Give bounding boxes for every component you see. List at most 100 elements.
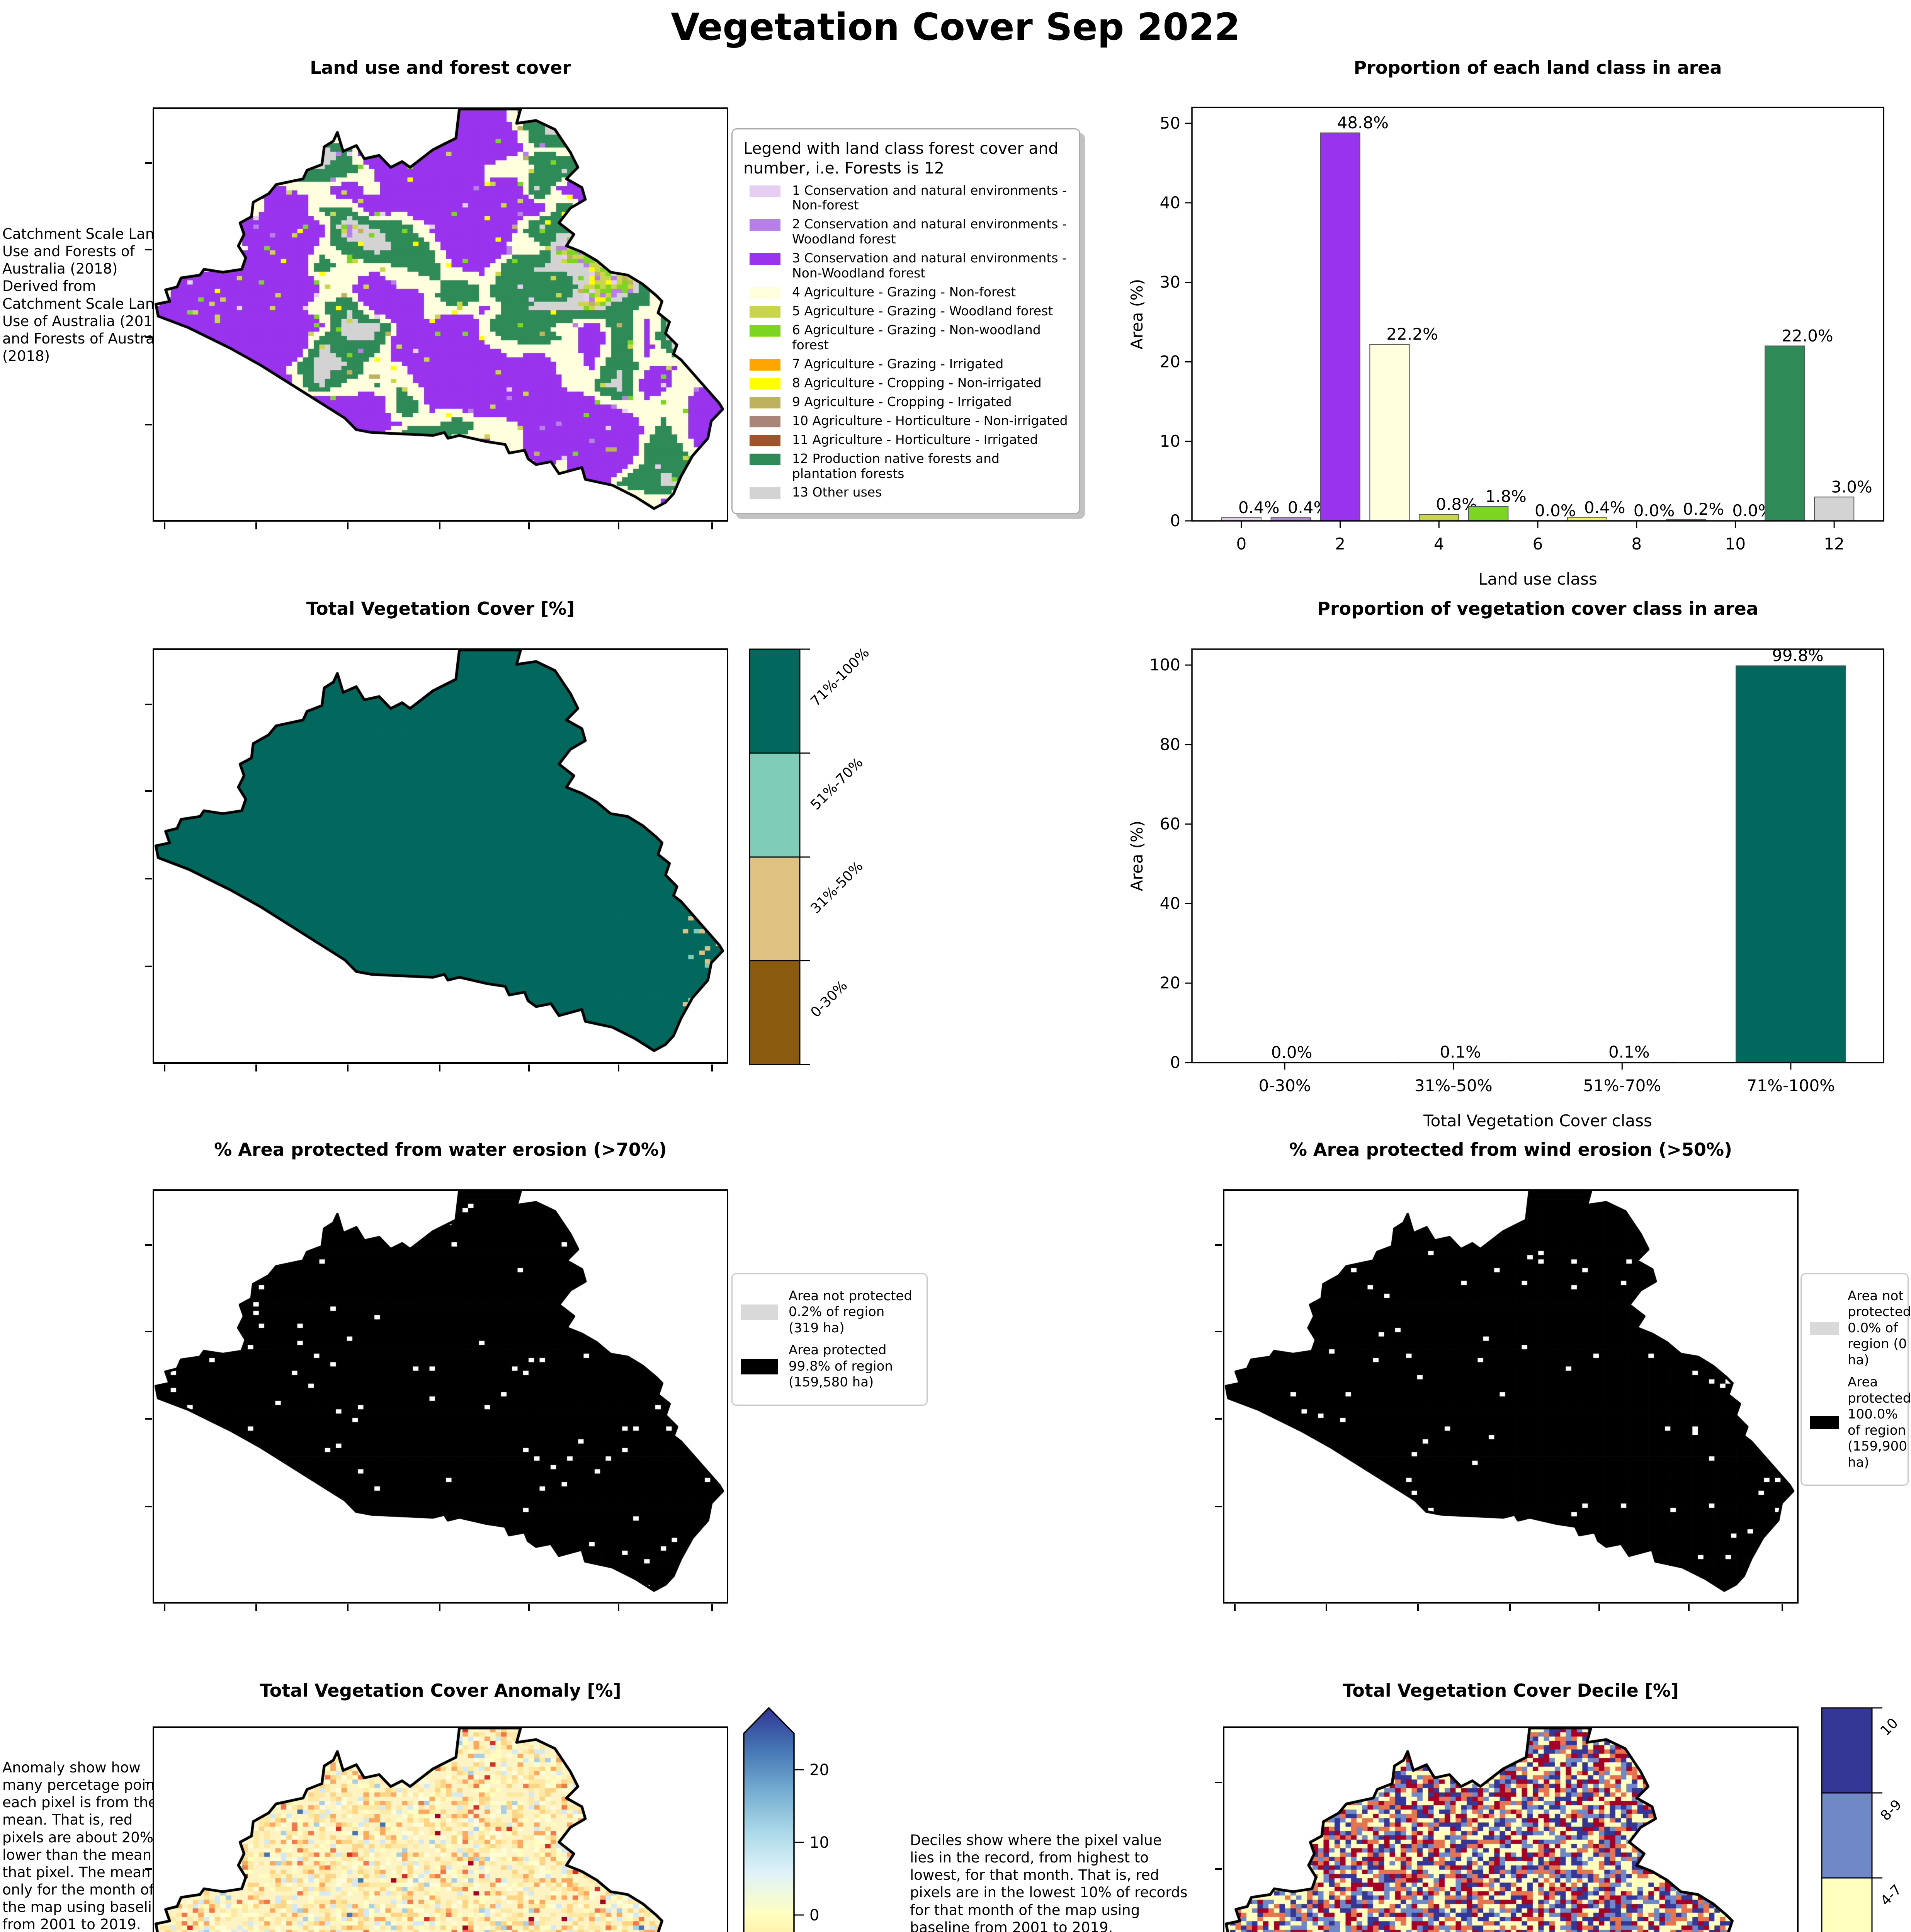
wind-erosion-map <box>1224 1191 1797 1602</box>
bar <box>1369 344 1410 521</box>
x-tick-label: 31%-50% <box>1415 1076 1493 1095</box>
legend-title: Legend with land class forest cover and … <box>743 139 1059 178</box>
colorbar-label: 10 <box>1877 1715 1901 1739</box>
legend-item-label: Area protected 100.0% of region (159,900… <box>1848 1374 1911 1470</box>
wind-erosion-map-title: % Area protected from wind erosion (>50%… <box>1289 1139 1732 1160</box>
map-y-tick <box>145 162 152 164</box>
map-x-tick <box>347 1065 349 1071</box>
map-x-tick <box>347 1604 349 1611</box>
colorbar-tick-label: 20 <box>809 1761 829 1779</box>
map-x-tick <box>164 522 166 529</box>
legend-swatch <box>750 434 780 446</box>
page-title: Vegetation Cover Sep 2022 <box>671 5 1240 49</box>
map-y-tick <box>1215 1868 1222 1870</box>
legend-item-label: 3 Conservation and natural environments … <box>792 250 1067 281</box>
legend-item-label: 6 Agriculture - Grazing - Non-woodland f… <box>792 322 1041 352</box>
map-y-tick <box>145 703 152 705</box>
legend-item-label: 11 Agriculture - Horticulture - Irrigate… <box>792 432 1038 447</box>
map-x-tick <box>1688 1604 1690 1611</box>
bar-label: 0.0% <box>1535 501 1576 520</box>
y-axis-label: Area (%) <box>1127 279 1146 350</box>
land-use-map-title: Land use and forest cover <box>310 57 571 78</box>
map-y-tick <box>1215 1781 1222 1783</box>
map-x-tick <box>618 522 620 529</box>
y-tick-label: 80 <box>1160 735 1180 754</box>
map-x-tick <box>164 1604 166 1611</box>
map-x-tick <box>711 522 713 529</box>
decile-side-note: Deciles show where the pixel value lies … <box>910 1832 1188 1932</box>
map-x-tick <box>618 1604 620 1611</box>
y-tick-label: 100 <box>1149 655 1180 674</box>
map-y-tick <box>145 1506 152 1508</box>
legend-swatch <box>750 453 780 465</box>
y-tick-label: 40 <box>1160 894 1180 913</box>
land-use-map <box>154 109 727 520</box>
colorbar-segment <box>749 648 801 754</box>
colorbar-tick-label: 10 <box>809 1834 829 1852</box>
legend-item-label: 2 Conservation and natural environments … <box>792 216 1067 247</box>
legend-swatch <box>750 378 780 389</box>
map-y-tick <box>1215 1244 1222 1246</box>
legend-swatch <box>750 287 780 299</box>
legend-item: 8 Agriculture - Cropping - Non-irrigated <box>750 375 1068 391</box>
anomaly-map-frame <box>145 1726 728 1932</box>
legend-swatch <box>750 325 780 337</box>
map-y-tick <box>145 1418 152 1420</box>
map-y-tick <box>145 966 152 968</box>
legend-item-label: Area not protected 0.0% of region (0 ha) <box>1848 1288 1911 1368</box>
bar <box>1419 514 1459 521</box>
legend-item: 2 Conservation and natural environments … <box>750 216 1068 247</box>
legend-swatch <box>741 1304 778 1320</box>
bar-label: 0.1% <box>1440 1043 1481 1061</box>
chart-frame <box>1191 648 1884 1063</box>
colorbar-segment <box>1821 1707 1873 1794</box>
map-y-tick <box>145 790 152 792</box>
x-tick-label: 12 <box>1824 534 1844 553</box>
map-y-tick <box>145 878 152 880</box>
legend-item: 3 Conservation and natural environments … <box>750 250 1068 281</box>
legend-swatch <box>750 306 780 318</box>
map-x-tick <box>528 522 530 529</box>
bar-label: 0.0% <box>1634 501 1675 520</box>
colorbar-body <box>743 1707 795 1932</box>
map-x-tick <box>1598 1604 1600 1611</box>
map-y-tick <box>1215 1418 1222 1420</box>
water-erosion-map-title: % Area protected from water erosion (>70… <box>214 1139 667 1160</box>
legend-swatch <box>1810 1416 1839 1429</box>
x-tick-label: 10 <box>1725 534 1746 553</box>
legend-item-label: Area protected 99.8% of region (159,580 … <box>789 1342 893 1390</box>
map-x-tick <box>255 1065 257 1071</box>
legend-item-label: 7 Agriculture - Grazing - Irrigated <box>792 356 1004 371</box>
map-x-tick <box>255 1604 257 1611</box>
legend-item: Area not protected 0.0% of region (0 ha) <box>1810 1288 1911 1368</box>
veg-cover-map-frame <box>145 648 728 1071</box>
land-class-bar-chart: 0 10 20 30 40 50 Area (%) 0 2 4 6 8 10 12 0.4% 0.4% 48.8… <box>1127 107 1884 588</box>
map-x-tick <box>1509 1604 1511 1611</box>
x-tick-label: 71%-100% <box>1747 1076 1835 1095</box>
x-tick-label: 0 <box>1236 534 1246 553</box>
decile-map-title: Total Vegetation Cover Decile [%] <box>1342 1680 1679 1701</box>
veg-cover-map-title: Total Vegetation Cover [%] <box>306 598 575 619</box>
map-x-tick <box>1781 1604 1783 1611</box>
legend-item: 9 Agriculture - Cropping - Irrigated <box>750 394 1068 410</box>
legend-item: Area protected 99.8% of region (159,580 … <box>741 1342 918 1390</box>
legend-item: 11 Agriculture - Horticulture - Irrigate… <box>750 432 1068 447</box>
colorbar-label: 4-7 <box>1877 1882 1905 1909</box>
bar-label: 0.1% <box>1608 1043 1650 1061</box>
decile-colorbar: 10 8-9 4-7 2-3 1 <box>1821 1707 1905 1932</box>
map-y-tick <box>145 1781 152 1783</box>
x-tick-label: 2 <box>1335 534 1345 553</box>
anomaly-colorbar: 20 10 0 −10 −20 <box>743 1707 829 1932</box>
water-erosion-legend: Area not protected 0.2% of region (319 h… <box>731 1273 928 1406</box>
land-use-legend: Legend with land class forest cover and … <box>731 128 1080 515</box>
y-axis-label: Area (%) <box>1127 821 1146 891</box>
legend-item-label: 10 Agriculture - Horticulture - Non-irri… <box>792 413 1068 428</box>
bar <box>1814 497 1855 522</box>
y-tick-label: 50 <box>1160 114 1180 133</box>
legend-item-label: 1 Conservation and natural environments … <box>792 182 1067 213</box>
decile-map-frame <box>1215 1726 1799 1932</box>
legend-swatch <box>750 185 780 197</box>
veg-cover-map <box>154 650 727 1062</box>
x-axis-label: Total Vegetation Cover class <box>1423 1111 1652 1130</box>
legend-item: 6 Agriculture - Grazing - Non-woodland f… <box>750 322 1068 353</box>
